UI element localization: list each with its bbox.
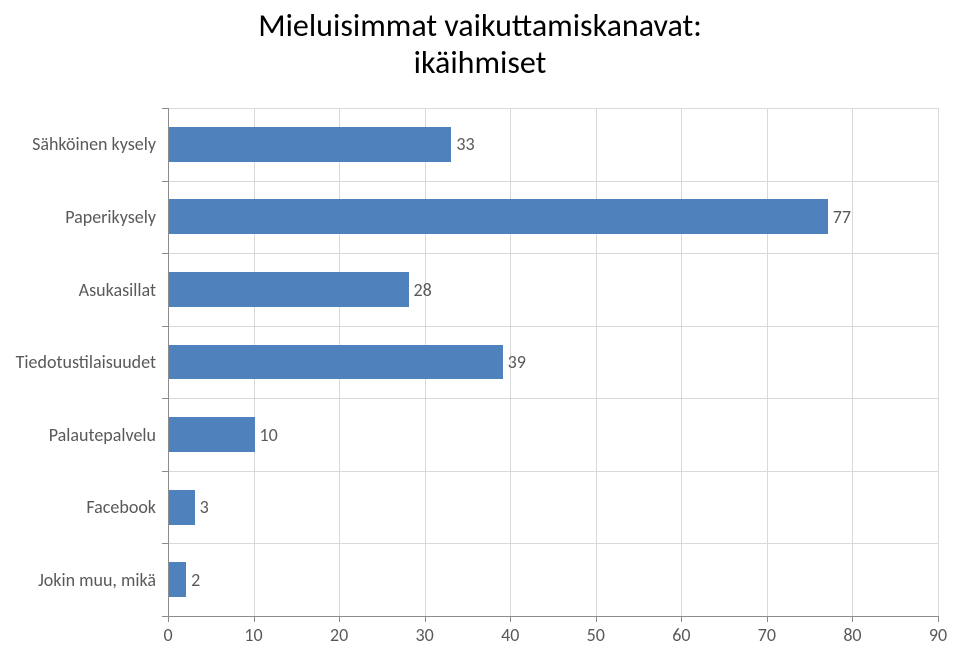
gridline-horizontal	[168, 108, 938, 109]
category-label: Facebook	[0, 496, 156, 518]
gridline-horizontal	[168, 398, 938, 399]
bar-value-label: 77	[833, 206, 851, 228]
bar	[169, 127, 451, 162]
category-label: Sähköinen kysely	[0, 133, 156, 155]
gridline-horizontal	[168, 181, 938, 182]
category-label: Paperikysely	[0, 206, 156, 228]
bar-value-label: 3	[200, 496, 209, 518]
x-axis-tick-label: 20	[319, 624, 359, 646]
x-axis-tick-label: 40	[490, 624, 530, 646]
category-label: Jokin muu, mikä	[0, 569, 156, 591]
bar-value-label: 39	[508, 351, 526, 373]
chart-title-line2: ikäihmiset	[414, 43, 547, 82]
bar-value-label: 28	[414, 279, 432, 301]
gridline-horizontal	[168, 471, 938, 472]
x-axis-tick-label: 70	[747, 624, 787, 646]
gridline-horizontal	[168, 543, 938, 544]
x-axis-tick-label: 30	[405, 624, 445, 646]
gridline-vertical	[681, 108, 682, 616]
bar	[169, 417, 255, 452]
chart-title-line1: Mieluisimmat vaikuttamiskanavat:	[258, 6, 702, 45]
gridline-vertical	[852, 108, 853, 616]
gridline-vertical	[596, 108, 597, 616]
category-label: Palautepalvelu	[0, 424, 156, 446]
bar	[169, 345, 503, 380]
category-label: Tiedotustilaisuudet	[0, 351, 156, 373]
gridline-horizontal	[168, 253, 938, 254]
x-axis-line	[168, 616, 938, 617]
gridline-vertical	[767, 108, 768, 616]
x-axis-tick-label: 50	[576, 624, 616, 646]
bar	[169, 199, 828, 234]
x-axis-tick-label: 90	[918, 624, 958, 646]
x-axis-tick-label: 10	[234, 624, 274, 646]
bar-value-label: 2	[191, 569, 200, 591]
x-axis-tick-label: 0	[148, 624, 188, 646]
bar	[169, 490, 195, 525]
bar	[169, 272, 409, 307]
x-axis-tick	[938, 616, 939, 622]
bar-value-label: 33	[456, 133, 474, 155]
gridline-horizontal	[168, 326, 938, 327]
category-label: Asukasillat	[0, 279, 156, 301]
bar-value-label: 10	[260, 424, 278, 446]
plot-area: 010203040506070809033Sähköinen kysely77P…	[168, 108, 938, 616]
gridline-vertical	[938, 108, 939, 616]
x-axis-tick-label: 80	[832, 624, 872, 646]
chart-title: Mieluisimmat vaikuttamiskanavat: ikäihmi…	[0, 8, 960, 82]
chart-container: Mieluisimmat vaikuttamiskanavat: ikäihmi…	[0, 0, 960, 665]
x-axis-tick-label: 60	[661, 624, 701, 646]
bar	[169, 562, 186, 597]
